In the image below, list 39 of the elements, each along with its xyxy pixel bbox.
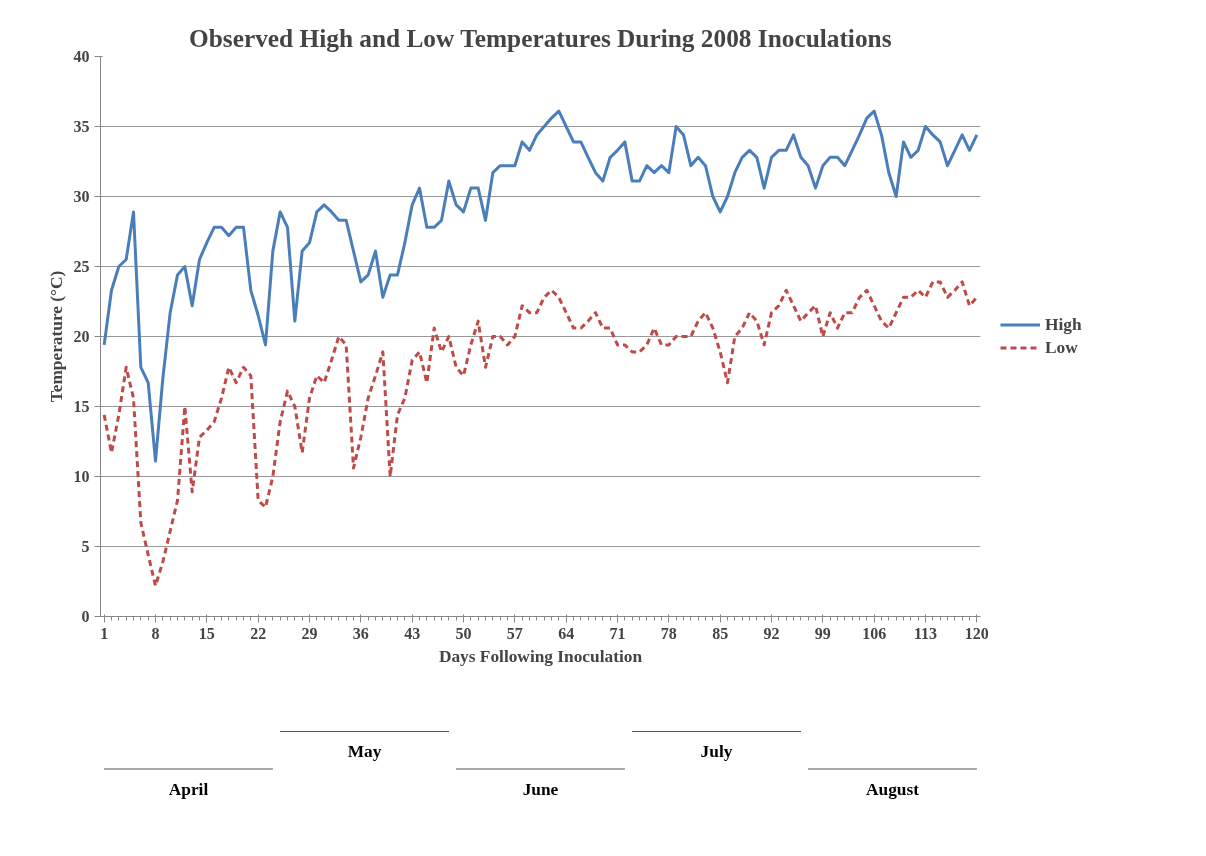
- x-tick-label: 120: [964, 624, 989, 642]
- y-tick-label: 0: [81, 608, 90, 625]
- text: June: [522, 779, 559, 799]
- y-tick-label: 40: [73, 48, 90, 65]
- text: April: [168, 779, 209, 799]
- y-tick-label: 35: [73, 118, 90, 135]
- y-tick-label: 25: [73, 258, 90, 275]
- text: August: [866, 779, 920, 799]
- line-series: [102, 280, 979, 588]
- chart-title: Observed High and Low Temperatures During 2008 Inoculations: [189, 23, 892, 52]
- y-tick-label: 5: [81, 538, 90, 555]
- x-tick-label: 50: [455, 624, 472, 642]
- x-tick-label: 64: [558, 624, 575, 642]
- x-tick-label: 8: [151, 624, 160, 642]
- x-tick-label: 36: [352, 624, 369, 642]
- x-axis-title: Days Following Inoculation: [438, 646, 643, 666]
- line-series: [102, 109, 979, 463]
- x-tick-label: 113: [913, 624, 938, 642]
- y-axis-title: Temperature (°C): [46, 270, 66, 403]
- x-tick-label: 85: [712, 624, 729, 642]
- x-tick-label: 57: [506, 624, 523, 642]
- x-tick-label: 71: [609, 624, 626, 642]
- x-tick-label: 15: [198, 624, 215, 642]
- text: July: [700, 742, 733, 761]
- y-tick-label: 20: [73, 328, 90, 345]
- y-tick-label: 30: [73, 188, 90, 205]
- legend-label: High: [1045, 314, 1082, 335]
- y-tick-label: 15: [73, 398, 90, 415]
- y-tick-label: 10: [73, 468, 90, 485]
- x-tick-label: 29: [301, 624, 318, 642]
- x-tick-label: 106: [862, 624, 887, 642]
- x-tick-label: 99: [814, 624, 831, 642]
- x-tick-label: 78: [660, 624, 677, 642]
- text: May: [347, 742, 382, 761]
- x-tick-label: 92: [763, 624, 780, 642]
- x-tick-label: 1: [100, 624, 109, 642]
- x-tick-label: 43: [404, 624, 421, 642]
- x-tick-label: 22: [250, 624, 267, 642]
- legend-label: Low: [1045, 337, 1078, 358]
